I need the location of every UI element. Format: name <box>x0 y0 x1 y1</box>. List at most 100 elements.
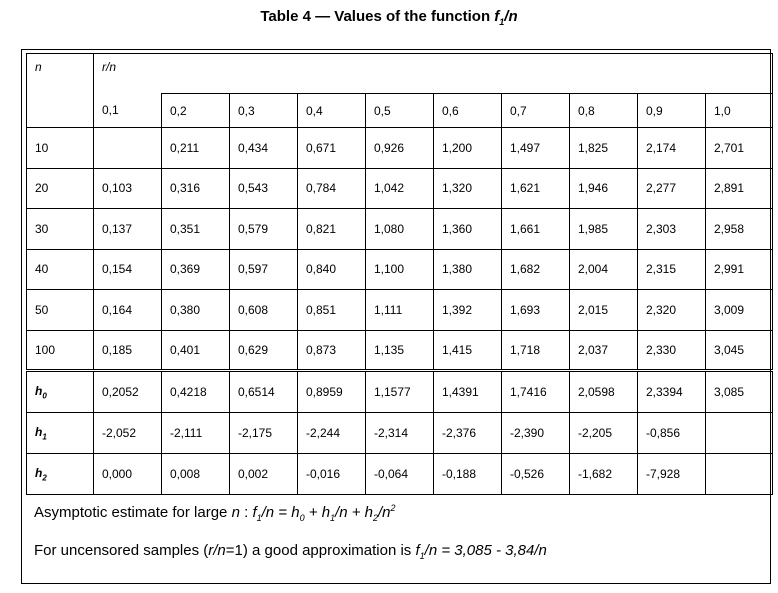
h-value-cell: 0,002 <box>229 453 298 495</box>
values-table: n r/n 0,1 0,2 0,3 0,4 0,5 0,6 0,7 0,8 0,9 1,0 10 0… <box>26 53 773 495</box>
table-row: 30 0,137 0,351 0,579 0,821 1,080 1,360 1,661 1,9… <box>26 208 773 250</box>
h-value-cell: -2,314 <box>365 412 434 454</box>
n-value-cell: 10 <box>26 127 94 169</box>
value-cell: 1,200 <box>433 127 502 169</box>
value-cell: 0,211 <box>161 127 230 169</box>
asymptotic-formula: f1/n = h0 + h1/n + h2/n2 <box>252 503 396 523</box>
value-cell: 1,497 <box>501 127 570 169</box>
value-cell: 1,392 <box>433 289 502 331</box>
value-cell: 0,784 <box>297 167 366 209</box>
value-cell: 2,991 <box>705 248 773 290</box>
value-cell: 3,045 <box>705 329 773 371</box>
column-header-cell: 0,4 <box>297 93 366 128</box>
h-value-cell: 1,4391 <box>433 369 502 413</box>
value-cell: 1,718 <box>501 329 570 371</box>
value-cell: 2,315 <box>637 248 706 290</box>
h-value-cell: -7,928 <box>637 453 706 495</box>
value-cell: 0,543 <box>229 167 298 209</box>
value-cell: 1,380 <box>433 248 502 290</box>
value-cell: 0,154 <box>93 248 162 290</box>
value-cell: 0,926 <box>365 127 434 169</box>
value-cell: 0,401 <box>161 329 230 371</box>
column-header-cell: 0,9 <box>637 93 706 128</box>
h-label-cell: h1 <box>26 412 94 454</box>
h-value-cell: 0,8959 <box>297 369 366 413</box>
table-row: 40 0,154 0,369 0,597 0,840 1,100 1,380 1,682 2,0… <box>26 248 773 290</box>
value-cell: 2,701 <box>705 127 773 169</box>
value-cell: 1,825 <box>569 127 638 169</box>
value-cell: 1,661 <box>501 208 570 250</box>
column-header-cell: 0,1 <box>93 93 162 128</box>
value-cell: 1,985 <box>569 208 638 250</box>
value-cell: 0,851 <box>297 289 366 331</box>
value-cell: 2,303 <box>637 208 706 250</box>
value-cell: 0,369 <box>161 248 230 290</box>
value-cell: 0,103 <box>93 167 162 209</box>
column-header-row: 0,1 0,2 0,3 0,4 0,5 0,6 0,7 0,8 0,9 1,0 <box>27 93 773 128</box>
column-header-cell: 1,0 <box>705 93 773 128</box>
value-cell: 1,042 <box>365 167 434 209</box>
h-label-cell: h0 <box>26 369 94 413</box>
h-value-cell: 0,2052 <box>93 369 162 413</box>
h-value-cell: -2,244 <box>297 412 366 454</box>
h-value-cell: 3,085 <box>705 369 773 413</box>
h-value-cell: 1,1577 <box>365 369 434 413</box>
n-value-cell: 40 <box>26 248 94 290</box>
value-cell: 1,693 <box>501 289 570 331</box>
h-value-cell: 0,6514 <box>229 369 298 413</box>
value-cell: 1,135 <box>365 329 434 371</box>
footnote-uncensored: For uncensored samples (r/n=1) a good ap… <box>34 542 547 561</box>
value-cell: 0,873 <box>297 329 366 371</box>
rn-header: r/n <box>93 53 773 94</box>
value-cell: 0,380 <box>161 289 230 331</box>
h-value-cell <box>705 453 773 495</box>
value-cell: 1,100 <box>365 248 434 290</box>
h-value-cell: -0,016 <box>297 453 366 495</box>
title-function: f1/n <box>494 8 518 27</box>
value-cell: 0,137 <box>93 208 162 250</box>
table-row: 50 0,164 0,380 0,608 0,851 1,111 1,392 1,693 2,0… <box>26 289 773 331</box>
value-cell: 2,037 <box>569 329 638 371</box>
table-title: Table 4 — Values of the function f1/n <box>260 8 518 27</box>
value-cell: 0,821 <box>297 208 366 250</box>
value-cell: 0,351 <box>161 208 230 250</box>
value-cell: 1,111 <box>365 289 434 331</box>
h-value-cell: -0,856 <box>637 412 706 454</box>
value-cell: 2,320 <box>637 289 706 331</box>
h-row: h0 0,2052 0,4218 0,6514 0,8959 1,1577 1,4391 1,… <box>26 369 773 413</box>
h-value-cell: -0,064 <box>365 453 434 495</box>
h-value-cell: 0,008 <box>161 453 230 495</box>
h-row: h2 0,000 0,008 0,002 -0,016 -0,064 -0,188 -0,52… <box>26 453 773 495</box>
value-cell: 0,164 <box>93 289 162 331</box>
h-value-cell: -0,526 <box>501 453 570 495</box>
value-cell: 2,330 <box>637 329 706 371</box>
h-value-cell: -2,175 <box>229 412 298 454</box>
header-row-top: n r/n <box>26 53 773 128</box>
column-header-cell: 0,3 <box>229 93 298 128</box>
value-cell: 2,958 <box>705 208 773 250</box>
value-cell: 0,671 <box>297 127 366 169</box>
value-cell: 1,621 <box>501 167 570 209</box>
h-value-cell: -0,188 <box>433 453 502 495</box>
h-row: h1 -2,052 -2,111 -2,175 -2,244 -2,314 -2,376 -2… <box>26 412 773 454</box>
value-cell: 0,629 <box>229 329 298 371</box>
column-header-cell: 0,5 <box>365 93 434 128</box>
h-value-cell <box>705 412 773 454</box>
table-row: 100 0,185 0,401 0,629 0,873 1,135 1,415 1,718 2,… <box>26 329 773 371</box>
n-value-cell: 100 <box>26 329 94 371</box>
value-cell: 0,840 <box>297 248 366 290</box>
value-cell: 0,316 <box>161 167 230 209</box>
value-cell: 2,015 <box>569 289 638 331</box>
n-value-cell: 30 <box>26 208 94 250</box>
h-value-cell: -1,682 <box>569 453 638 495</box>
h-value-cell: -2,205 <box>569 412 638 454</box>
h-value-cell: 1,7416 <box>501 369 570 413</box>
approximation-formula: f1/n = 3,085 - 3,84/n <box>415 542 547 561</box>
value-cell: 1,360 <box>433 208 502 250</box>
h-value-cell: 0,4218 <box>161 369 230 413</box>
h-value-cell: -2,052 <box>93 412 162 454</box>
table-row: 20 0,103 0,316 0,543 0,784 1,042 1,320 1,621 1,9… <box>26 167 773 209</box>
value-cell: 2,174 <box>637 127 706 169</box>
column-header-cell: 0,2 <box>161 93 230 128</box>
h-value-cell: 2,0598 <box>569 369 638 413</box>
